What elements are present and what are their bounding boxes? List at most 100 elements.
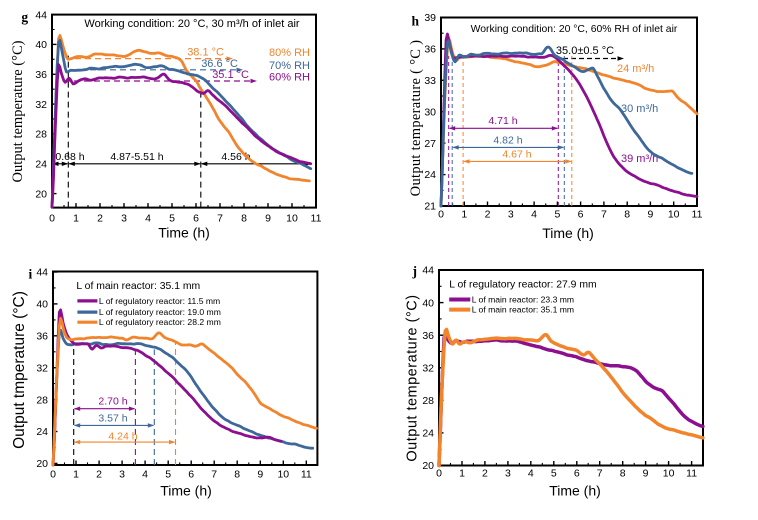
- svg-text:9: 9: [647, 209, 653, 221]
- svg-text:8: 8: [620, 468, 626, 480]
- svg-text:L of regulatory reactor: 28.2: L of regulatory reactor: 28.2 mm: [99, 317, 221, 327]
- svg-text:Output tmperature (°C): Output tmperature (°C): [11, 291, 28, 449]
- svg-text:L of main reactor: 35.1 mm: L of main reactor: 35.1 mm: [76, 281, 200, 292]
- svg-text:32: 32: [422, 363, 434, 375]
- svg-text:21: 21: [424, 201, 436, 213]
- svg-text:30: 30: [424, 106, 436, 118]
- svg-text:L of regulatory reactor: 19.0: L of regulatory reactor: 19.0 mm: [99, 307, 221, 317]
- svg-text:70% RH: 70% RH: [269, 60, 310, 72]
- svg-text:L of main reactor: 35.1 mm: L of main reactor: 35.1 mm: [472, 305, 574, 315]
- svg-text:10: 10: [277, 469, 289, 481]
- svg-text:4: 4: [142, 469, 148, 481]
- svg-text:30 m³/h: 30 m³/h: [621, 103, 658, 115]
- svg-text:5: 5: [551, 468, 557, 480]
- svg-text:0: 0: [49, 213, 55, 225]
- svg-text:24: 24: [424, 169, 436, 181]
- svg-text:6: 6: [193, 213, 199, 225]
- svg-text:Time (h): Time (h): [549, 483, 601, 499]
- svg-text:28: 28: [36, 394, 48, 406]
- svg-text:20: 20: [422, 460, 434, 472]
- svg-text:11: 11: [686, 468, 697, 480]
- svg-text:11: 11: [311, 213, 322, 225]
- svg-text:1: 1: [461, 209, 467, 221]
- svg-text:24: 24: [422, 428, 434, 440]
- svg-text:60% RH: 60% RH: [269, 72, 310, 84]
- svg-text:28: 28: [35, 129, 47, 141]
- svg-text:L of main reactor: 23.3 mm: L of main reactor: 23.3 mm: [472, 295, 574, 305]
- svg-text:4: 4: [531, 209, 537, 221]
- svg-text:38.1 °C: 38.1 °C: [187, 47, 224, 59]
- svg-text:7: 7: [601, 209, 607, 221]
- svg-text:Output temperature ( °C ): Output temperature ( °C ): [408, 40, 424, 197]
- svg-text:4.87-5.51 h: 4.87-5.51 h: [110, 151, 163, 163]
- svg-text:39 m³/h: 39 m³/h: [621, 153, 658, 165]
- svg-text:44: 44: [35, 9, 47, 21]
- svg-text:Working condition: 20 °C, 60%: Working condition: 20 °C, 60% RH of inle…: [471, 24, 678, 35]
- svg-text:4: 4: [528, 468, 534, 480]
- svg-text:8: 8: [234, 469, 240, 481]
- svg-text:80% RH: 80% RH: [269, 47, 310, 59]
- svg-text:11: 11: [692, 209, 703, 221]
- svg-text:3: 3: [121, 213, 127, 225]
- svg-text:Working condition: 20 °C, 30 m: Working condition: 20 °C, 30 m³/h of inl…: [84, 18, 299, 30]
- svg-text:Time (h): Time (h): [160, 483, 212, 499]
- svg-text:L of regulatory reactor: 27.9: L of regulatory reactor: 27.9 mm: [449, 280, 596, 291]
- svg-text:36: 36: [422, 330, 434, 342]
- svg-text:2: 2: [96, 469, 102, 481]
- svg-text:39: 39: [424, 12, 436, 24]
- svg-text:3: 3: [505, 468, 511, 480]
- svg-text:11: 11: [301, 469, 312, 481]
- svg-text:Output temperature (°C): Output temperature (°C): [10, 40, 26, 182]
- svg-text:3: 3: [119, 469, 125, 481]
- svg-text:40: 40: [36, 299, 48, 311]
- svg-text:10: 10: [286, 213, 298, 225]
- svg-text:10: 10: [663, 468, 675, 480]
- svg-text:g: g: [21, 9, 28, 24]
- svg-text:28: 28: [422, 395, 434, 407]
- svg-text:36: 36: [36, 331, 48, 343]
- svg-text:24 m³/h: 24 m³/h: [617, 63, 654, 75]
- svg-text:32: 32: [36, 362, 48, 374]
- svg-text:0: 0: [438, 209, 444, 221]
- svg-text:2: 2: [485, 209, 491, 221]
- svg-text:Time (h): Time (h): [158, 225, 210, 241]
- svg-text:2: 2: [97, 213, 103, 225]
- svg-text:36.6 °C: 36.6 °C: [201, 58, 238, 70]
- svg-text:4: 4: [145, 213, 151, 225]
- svg-text:6: 6: [188, 469, 194, 481]
- svg-text:3.57 h: 3.57 h: [98, 412, 127, 424]
- svg-text:6: 6: [578, 209, 584, 221]
- svg-text:36: 36: [424, 44, 436, 56]
- svg-text:4.71 h: 4.71 h: [488, 115, 517, 127]
- svg-text:2: 2: [482, 468, 488, 480]
- svg-text:j: j: [412, 264, 418, 279]
- svg-text:0: 0: [50, 469, 56, 481]
- svg-text:Output temperature (°C): Output temperature (°C): [405, 294, 421, 461]
- svg-text:35.0±0.5 °C: 35.0±0.5 °C: [556, 45, 614, 57]
- svg-text:4.24 h: 4.24 h: [108, 431, 137, 443]
- svg-text:9: 9: [643, 468, 649, 480]
- svg-text:35.1 °C: 35.1 °C: [212, 69, 249, 81]
- svg-text:5: 5: [169, 213, 175, 225]
- svg-text:27: 27: [424, 138, 436, 150]
- svg-text:20: 20: [36, 458, 48, 470]
- svg-text:L of regulatory reactor: 11.5: L of regulatory reactor: 11.5 mm: [99, 296, 220, 306]
- svg-text:32: 32: [35, 99, 47, 111]
- svg-text:6: 6: [574, 468, 580, 480]
- svg-text:7: 7: [217, 213, 223, 225]
- svg-text:36: 36: [35, 69, 47, 81]
- svg-text:9: 9: [257, 469, 263, 481]
- svg-text:h: h: [412, 14, 420, 29]
- svg-text:7: 7: [211, 469, 217, 481]
- svg-text:0.68 h: 0.68 h: [55, 151, 84, 163]
- svg-text:40: 40: [422, 297, 434, 309]
- svg-text:0: 0: [436, 468, 442, 480]
- svg-text:24: 24: [36, 426, 48, 438]
- svg-text:24: 24: [35, 159, 47, 171]
- svg-text:8: 8: [624, 209, 630, 221]
- svg-text:3: 3: [508, 209, 514, 221]
- svg-text:1: 1: [459, 468, 465, 480]
- svg-text:4.82 h: 4.82 h: [493, 134, 522, 146]
- svg-text:5: 5: [165, 469, 171, 481]
- svg-text:9: 9: [265, 213, 271, 225]
